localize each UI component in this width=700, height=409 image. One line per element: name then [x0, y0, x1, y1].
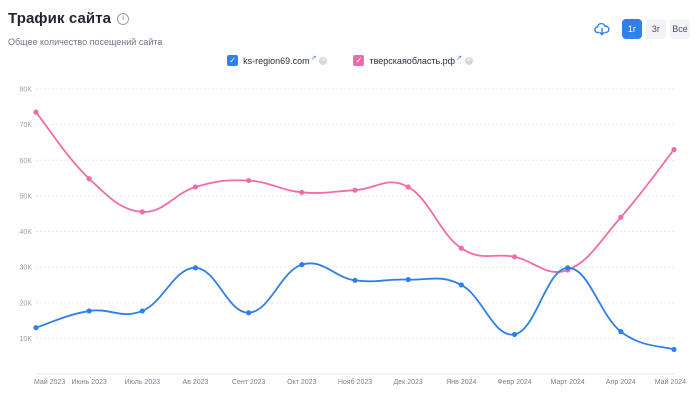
page-title: Трафик сайта — [8, 10, 112, 27]
y-tick-label: 30K — [20, 265, 33, 272]
data-point[interactable] — [352, 277, 358, 283]
x-tick-label: Июнь 2023 — [72, 379, 107, 386]
data-point[interactable] — [139, 308, 145, 314]
x-tick-label: Июль 2023 — [125, 379, 160, 386]
data-point[interactable] — [511, 331, 518, 338]
y-tick-label: 20K — [20, 300, 33, 307]
series-2 — [33, 109, 677, 273]
y-tick-label: 60K — [20, 158, 33, 165]
x-tick-label: Ав 2023 — [183, 379, 209, 386]
chart-legend: ✓ ks-region69.com ↗ × ✓ тверскаяобласть.… — [0, 55, 700, 66]
data-point[interactable] — [299, 262, 305, 268]
data-point[interactable] — [405, 276, 411, 283]
data-point[interactable] — [671, 146, 677, 153]
x-tick-label: Нояб 2023 — [338, 378, 372, 386]
data-point[interactable] — [405, 184, 411, 190]
data-point[interactable] — [511, 254, 518, 260]
series-line — [35, 262, 675, 351]
data-point[interactable] — [458, 282, 464, 288]
x-tick-label: Март 2024 — [551, 379, 585, 386]
data-point[interactable] — [192, 184, 199, 190]
cloud-download-icon — [594, 22, 610, 36]
data-point[interactable] — [299, 189, 305, 195]
data-point[interactable] — [352, 187, 358, 193]
data-point[interactable] — [671, 346, 677, 353]
chart-controls: 1г 3г Все — [592, 19, 690, 39]
y-axis-ticks: 10K 20K 30K 40K 50K 60K 70K 80K — [20, 87, 33, 343]
x-axis-ticks: Май 2023 Июнь 2023 Июль 2023 Ав 2023 Сент 20… — [34, 378, 686, 386]
grid — [36, 88, 674, 375]
data-point[interactable] — [139, 209, 145, 215]
x-tick-label: Дек 2023 — [394, 379, 423, 386]
period-3y-button[interactable]: 3г — [646, 19, 666, 39]
legend-item-series-1[interactable]: ✓ ks-region69.com ↗ × — [227, 54, 328, 66]
data-point[interactable] — [33, 325, 39, 331]
header: Трафик сайта i — [8, 10, 130, 27]
x-tick-label: Февр 2024 — [497, 379, 531, 386]
x-tick-label: Май 2023 — [34, 378, 65, 386]
period-1y-button[interactable]: 1г — [622, 19, 642, 39]
y-tick-label: 80K — [20, 87, 33, 94]
data-point[interactable] — [458, 245, 464, 251]
data-point[interactable] — [565, 265, 571, 271]
remove-icon[interactable]: × — [464, 56, 473, 65]
data-point[interactable] — [246, 177, 252, 184]
data-point[interactable] — [246, 310, 252, 316]
legend-label-series-2: тверскаяобласть.рф — [369, 55, 456, 66]
external-link-icon[interactable]: ↗ — [310, 54, 317, 62]
external-link-icon[interactable]: ↗ — [456, 54, 462, 62]
x-tick-label: Сент 2023 — [232, 379, 266, 386]
data-point[interactable] — [618, 214, 624, 220]
x-tick-label: Окт 2023 — [287, 379, 316, 386]
page-subtitle: Общее количество посещений сайта — [8, 37, 163, 47]
series-1 — [33, 262, 677, 353]
checkbox-series-2[interactable]: ✓ — [353, 55, 365, 66]
checkbox-series-1[interactable]: ✓ — [227, 55, 239, 66]
x-tick-label: Янв 2024 — [446, 379, 476, 386]
x-tick-label: Апр 2024 — [606, 379, 636, 386]
y-tick-label: 50K — [20, 193, 33, 200]
data-point[interactable] — [86, 308, 92, 314]
y-tick-label: 70K — [20, 122, 33, 129]
remove-icon[interactable]: × — [319, 56, 328, 65]
period-all-button[interactable]: Все — [670, 19, 690, 39]
data-point[interactable] — [618, 329, 624, 335]
y-tick-label: 40K — [20, 229, 33, 236]
info-icon[interactable]: i — [117, 12, 130, 25]
legend-label-series-1: ks-region69.com — [243, 55, 310, 66]
y-tick-label: 10K — [20, 336, 33, 343]
legend-item-series-2[interactable]: ✓ тверскаяобласть.рф ↗ × — [353, 54, 473, 66]
series-lines — [33, 109, 677, 353]
data-point[interactable] — [192, 265, 199, 271]
download-button[interactable] — [592, 19, 612, 39]
data-point[interactable] — [86, 176, 92, 182]
x-tick-label: Май 2024 — [655, 378, 686, 386]
data-point[interactable] — [33, 109, 39, 115]
